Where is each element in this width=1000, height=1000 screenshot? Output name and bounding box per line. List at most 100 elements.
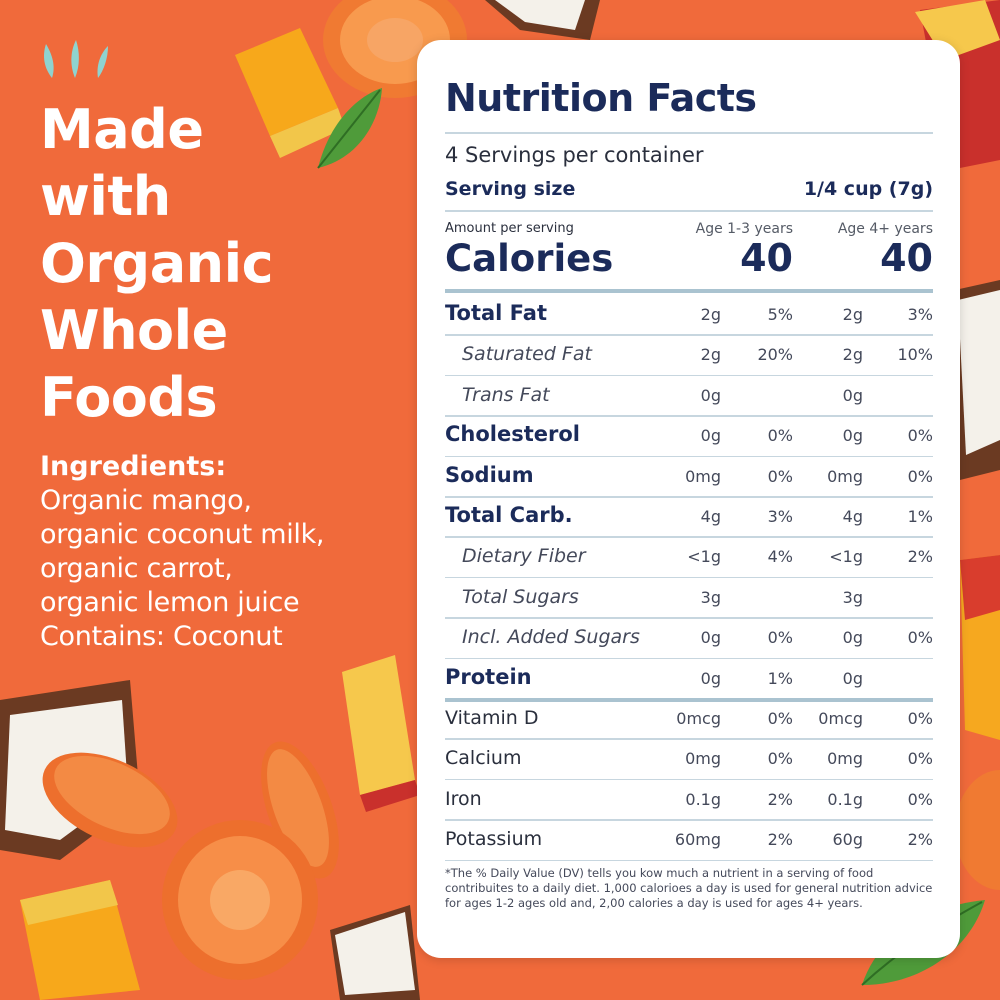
amount-age-1: 0g — [700, 628, 721, 648]
coconut-right-icon — [955, 280, 1000, 480]
ingredients-line: organic coconut milk, — [40, 519, 325, 550]
mango-cube-bottom-icon — [20, 880, 140, 1000]
ingredients-line: organic lemon juice — [40, 587, 300, 618]
daily-value-age-2: 0% — [907, 789, 933, 809]
nutrient-name: Calcium — [445, 747, 522, 770]
calories-age-2: 40 — [880, 236, 933, 280]
amount-age-1: 60mg — [674, 830, 721, 850]
nutrient-name: Sodium — [445, 462, 534, 487]
divider — [445, 132, 933, 134]
serving-size-label: Serving size — [445, 178, 576, 200]
divider — [445, 859, 933, 862]
amount-age-2: 0.1g — [827, 789, 863, 809]
thick-divider — [445, 698, 933, 702]
amount-age-1: 4g — [700, 507, 721, 526]
daily-value-age-1: 0% — [767, 466, 793, 486]
thick-divider — [445, 289, 933, 293]
nutrient-row: Total Carb. 4g 3% 4g 1% — [445, 497, 933, 537]
daily-value-footnote: *The % Daily Value (DV) tells you kow mu… — [445, 866, 933, 910]
headline-line: Whole — [40, 299, 228, 362]
amount-age-1: 0g — [700, 426, 721, 446]
amount-age-1: <1g — [687, 547, 721, 567]
daily-value-age-1: 1% — [767, 668, 793, 688]
amount-age-2: 0mg — [827, 466, 863, 486]
ingredients-line: organic carrot, — [40, 553, 233, 584]
daily-value-age-1: 2% — [767, 789, 793, 809]
nutrient-row: Vitamin D 0mcg 0% 0mcg 0% — [445, 699, 933, 739]
nutrient-name: Saturated Fat — [462, 343, 592, 366]
daily-value-age-2: 0% — [907, 426, 933, 446]
amount-age-2: 4g — [842, 507, 863, 526]
divider — [445, 657, 933, 660]
divider — [445, 415, 933, 417]
nutrient-row: Incl. Added Sugars 0g 0% 0g 0% — [445, 618, 933, 658]
nutrient-row: Iron 0.1g 2% 0.1g 0% — [445, 780, 933, 820]
daily-value-age-2: 2% — [907, 830, 933, 850]
amount-age-1: 0mg — [685, 466, 721, 486]
divider — [445, 617, 933, 619]
nutrient-row: Total Fat 2g 5% 2g 3% — [445, 295, 933, 335]
amount-age-2: 3g — [842, 587, 863, 607]
nutrient-row: Protein 0g 1% 0g — [445, 659, 933, 699]
headline-line: Foods — [40, 366, 218, 429]
ingredients-title: Ingredients: — [40, 451, 227, 482]
serving-size-value: 1/4 cup (7g) — [803, 178, 933, 200]
headline-line: Organic — [40, 232, 274, 295]
daily-value-age-2: 0% — [907, 709, 933, 728]
nutrient-name: Protein — [445, 664, 532, 689]
daily-value-age-1: 3% — [767, 507, 793, 526]
ingredients-line: Organic mango, — [40, 485, 252, 516]
headline-line: Made — [40, 98, 204, 161]
daily-value-age-1: 4% — [767, 547, 793, 567]
nutrient-row: Saturated Fat 2g 20% 2g 10% — [445, 335, 933, 375]
daily-value-age-1: 5% — [767, 305, 793, 324]
daily-value-age-2: 3% — [907, 305, 933, 324]
nutrient-row: Sodium 0mg 0% 0mg 0% — [445, 457, 933, 497]
daily-value-age-2: 0% — [907, 749, 933, 769]
nutrient-name: Cholesterol — [445, 422, 580, 447]
nutrient-name: Iron — [445, 787, 482, 810]
age-group-1-header: Age 1-3 years — [695, 221, 793, 237]
amount-age-2: <1g — [829, 547, 863, 567]
amount-age-2: 0g — [842, 426, 863, 446]
divider — [445, 778, 933, 781]
nutrient-row: Calcium 0mg 0% 0mg 0% — [445, 739, 933, 779]
amount-age-2: 0g — [842, 628, 863, 648]
nutrition-facts-title: Nutrition Facts — [445, 76, 757, 120]
daily-value-age-1: 2% — [767, 830, 793, 850]
amount-age-1: 0mcg — [676, 709, 721, 728]
calories-label: Calories — [445, 237, 614, 280]
amount-age-2: 0g — [842, 385, 863, 405]
divider — [445, 210, 933, 212]
nutrient-row: Total Sugars 3g 3g — [445, 578, 933, 618]
daily-value-age-2: 0% — [907, 466, 933, 486]
nutrient-name: Total Carb. — [445, 503, 573, 527]
daily-value-age-2: 1% — [907, 507, 933, 526]
amount-per-serving-label: Amount per serving — [445, 221, 574, 236]
headline: Made with Organic Whole Foods — [40, 96, 400, 431]
nutrient-name: Potassium — [445, 828, 543, 851]
amount-age-2: 2g — [842, 345, 863, 365]
amount-age-1: 2g — [700, 345, 721, 365]
amount-age-2: 2g — [842, 305, 863, 324]
daily-value-age-1: 0% — [767, 628, 793, 648]
coconut-bottom-icon — [330, 905, 420, 1000]
daily-value-age-2: 2% — [907, 547, 933, 567]
amount-age-1: 0.1g — [685, 789, 721, 809]
amount-age-2: 0g — [842, 668, 863, 688]
divider — [445, 576, 933, 579]
daily-value-age-1: 0% — [767, 426, 793, 446]
amount-age-1: 0g — [700, 668, 721, 688]
age-group-2-header: Age 4+ years — [837, 221, 933, 237]
carrot-slices-icon — [42, 741, 339, 980]
daily-value-age-2: 10% — [897, 345, 933, 365]
carrot-right-icon — [955, 770, 1000, 890]
nutrient-name: Dietary Fiber — [462, 545, 586, 568]
mango-cube-icon — [235, 28, 345, 158]
amount-age-1: 0mg — [685, 749, 721, 769]
divider — [445, 334, 933, 336]
nutrient-row: Cholesterol 0g 0% 0g 0% — [445, 416, 933, 456]
amount-age-2: 0mcg — [818, 709, 863, 728]
divider — [445, 455, 933, 458]
